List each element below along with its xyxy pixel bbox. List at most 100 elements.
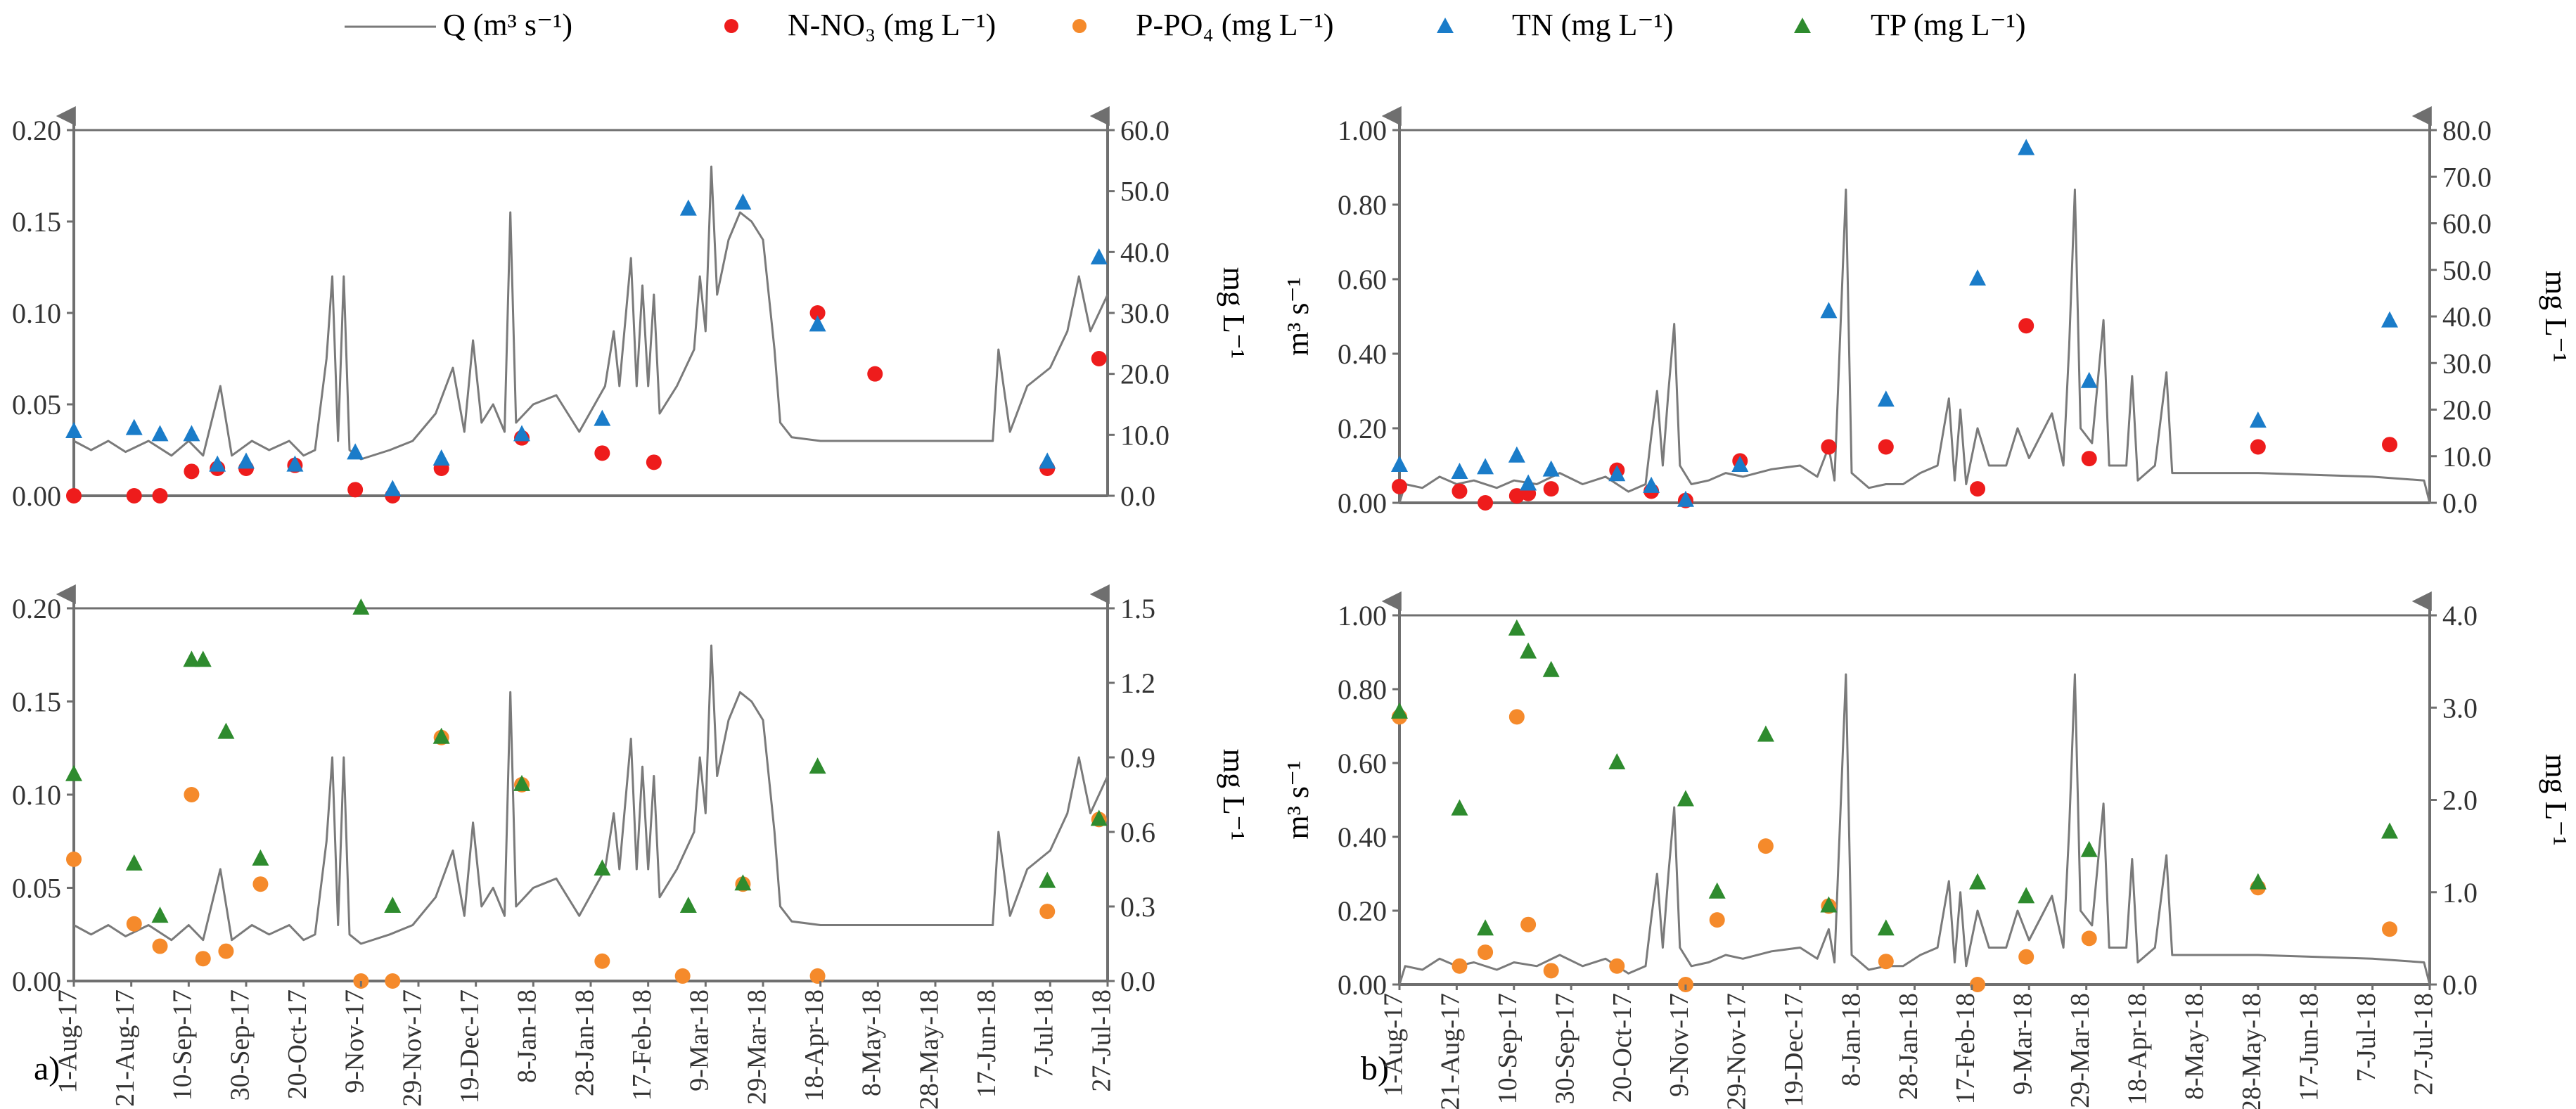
x-tick-label: 17-Feb-18 [1951,993,1980,1104]
point-tp [352,598,370,615]
x-tick-label: 28-May-18 [2237,993,2267,1109]
legend-marker-tn [1437,18,1454,33]
point-tp [1677,790,1694,807]
point-ppo [252,876,269,892]
y-tick-label: 0.00 [1338,487,1387,519]
point-tn [2249,411,2267,428]
y2-tick-label: 20.0 [1120,359,1170,390]
x-tick-label: 29-Mar-18 [742,989,771,1105]
point-tn [734,193,752,210]
y-tick-label: 0.20 [12,593,61,624]
point-ppo [195,951,211,967]
point-tn [347,443,364,460]
y2-tick-label: 40.0 [1120,236,1170,268]
x-tick-label: 17-Jun-18 [2295,993,2324,1101]
x-tick-label: 18-Apr-18 [800,989,829,1102]
y-tick-label: 0.10 [12,297,61,329]
x-tick-label: 20-Oct-17 [1608,993,1637,1103]
point-nno [1543,481,1559,497]
point-ppo [1520,916,1537,932]
legend: Q (m³ s⁻¹) N-NO₃ (mg L⁻¹) P-PO₄ (mg L⁻¹)… [345,8,2026,42]
y2-tick-label: 10.0 [2442,441,2492,473]
y-tick-label: 1.00 [1338,600,1387,632]
y2-tick-label: 1.5 [1120,593,1155,624]
y-tick-label: 0.60 [1338,264,1387,295]
x-tick-label: 21-Aug-17 [1436,993,1466,1109]
y2-tick-label: 0.0 [2442,487,2478,519]
point-tp [679,897,697,913]
x-tick-label: 8-May-18 [2180,993,2210,1100]
point-tp [2381,822,2399,839]
y-tick-label: 0.00 [1338,969,1387,1001]
x-tick-label: 29-Nov-17 [397,989,427,1107]
point-tn [1608,465,1626,482]
legend-marker-ppo4 [1072,19,1087,33]
point-nno [152,488,168,504]
x-tick-label: 7-Jul-18 [2352,993,2381,1082]
y2-tick-label: 1.2 [1120,667,1155,699]
y-tick-label: 1.00 [1338,115,1387,146]
legend-label-tn: TN (mg L⁻¹) [1512,8,1673,42]
point-ppo [66,851,82,867]
point-ppo [385,973,401,989]
point-nno [1392,478,1407,494]
y2-tick-label: 1.0 [2442,877,2478,909]
point-nno [2081,451,2097,467]
date-axis-b: 1-Aug-17 21-Aug-17 10-Sep-17 30-Sep-17 20-Oc… [1378,985,2438,1109]
y2-axis-title: mg L⁻¹ [1217,749,1251,841]
x-tick-label: 10-Sep-17 [1493,993,1523,1104]
x-tick-label: 17-Feb-18 [627,989,657,1101]
point-nno [347,482,364,498]
point-tn [679,199,697,216]
point-tn [594,409,611,426]
point-nno [1970,481,1986,497]
point-ppo [1609,958,1625,974]
point-tn [1391,456,1408,472]
y2-axis-title: mg L⁻¹ [2539,754,2573,846]
point-nno [867,366,883,382]
point-tn [2080,371,2098,388]
discharge-line [1398,188,2431,504]
point-nno [1478,495,1494,511]
y2-tick-label: 50.0 [2442,255,2492,286]
x-tick-label: 18-Apr-18 [2122,993,2152,1105]
point-tp [1820,896,1838,913]
x-tick-label: 8-May-18 [857,989,887,1096]
x-tick-label: 7-Jul-18 [1030,989,1059,1079]
y2-tick-label: 0.3 [1120,891,1155,923]
legend-label-ppo4: P-PO₄ (mg L⁻¹) [1136,8,1334,42]
y-tick-label: 0.15 [12,686,61,718]
point-tp [594,859,611,876]
point-ppo [1543,963,1559,979]
point-tp [217,722,235,739]
point-tn [125,418,143,435]
y2-tick-label: 30.0 [2442,347,2492,379]
point-ppo [218,943,234,959]
point-tn [1508,446,1525,463]
point-nno [126,488,142,504]
point-ppo [184,787,200,802]
point-tp [65,764,82,781]
point-tn [1677,490,1694,507]
point-tp [194,650,212,667]
point-tn [209,455,226,472]
x-tick-label: 19-Dec-17 [1779,993,1809,1107]
y-axis-title: m³ s⁻¹ [1281,761,1315,840]
y2-tick-label: 80.0 [2442,115,2492,146]
point-tn [513,425,530,442]
point-nno [809,305,826,321]
chart-a-bottom: 0.000.050.100.150.200.00.30.60.91.21.5m³… [12,584,1251,997]
x-tick-label: 9-Mar-18 [2008,993,2038,1095]
y2-axis-title: mg L⁻¹ [2539,271,2573,363]
y-tick-label: 0.40 [1338,821,1387,853]
point-ppo [594,953,610,969]
point-ppo [2081,930,2097,947]
point-tp [151,906,169,923]
legend-marker-tp [1794,18,1811,33]
point-ppo [2382,921,2398,937]
point-tn [151,425,169,442]
point-ppo [126,916,142,932]
panel-label-a: a) [34,1050,60,1087]
point-tp [1877,919,1895,936]
